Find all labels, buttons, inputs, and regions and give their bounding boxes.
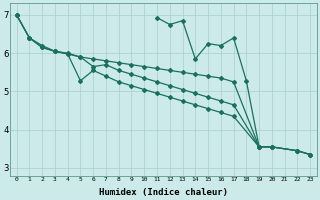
X-axis label: Humidex (Indice chaleur): Humidex (Indice chaleur)	[99, 188, 228, 197]
